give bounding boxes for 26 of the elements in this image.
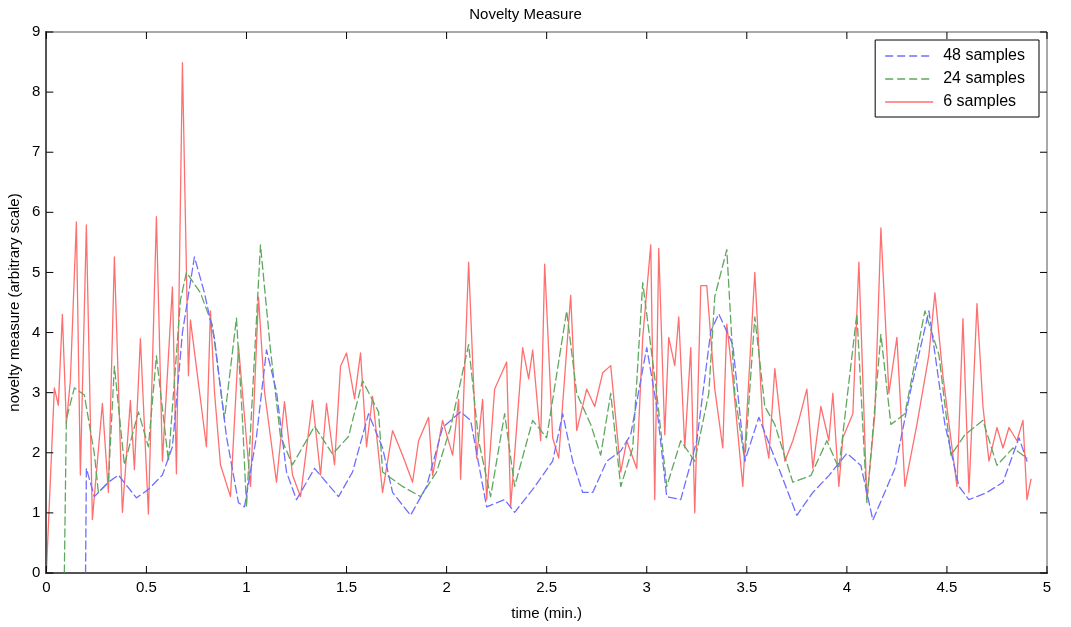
y-tick-label: 4 xyxy=(32,322,41,340)
x-tick-label: 1 xyxy=(242,578,251,596)
x-tick-label: 2.5 xyxy=(536,578,558,596)
legend-label: 6 samples xyxy=(943,92,1017,110)
chart-title: Novelty Measure xyxy=(469,5,582,23)
y-tick-label: 0 xyxy=(32,563,41,581)
x-tick-label: 0.5 xyxy=(135,578,157,596)
x-tick-label: 3 xyxy=(642,578,651,596)
x-tick-label: 4 xyxy=(842,578,852,596)
x-axis-title: time (min.) xyxy=(511,604,583,622)
legend-label: 24 samples xyxy=(943,69,1026,87)
y-tick-label: 7 xyxy=(32,142,41,160)
y-tick-label: 9 xyxy=(32,22,41,40)
x-tick-label: 2 xyxy=(442,578,451,596)
y-tick-label: 5 xyxy=(32,262,41,280)
legend-label: 48 samples xyxy=(943,46,1026,64)
y-axis-title: novelty measure (arbitrary scale) xyxy=(5,193,23,412)
x-tick-label: 5 xyxy=(1042,578,1052,596)
y-tick-label: 8 xyxy=(32,82,41,100)
y-tick-label: 6 xyxy=(32,202,41,220)
x-tick-label: 1.5 xyxy=(336,578,357,596)
x-tick-label: 3.5 xyxy=(736,578,758,596)
y-tick-label: 3 xyxy=(32,382,41,400)
y-tick-label: 2 xyxy=(32,442,41,460)
y-tick-label: 1 xyxy=(32,503,41,521)
x-tick-label: 4.5 xyxy=(936,578,958,596)
